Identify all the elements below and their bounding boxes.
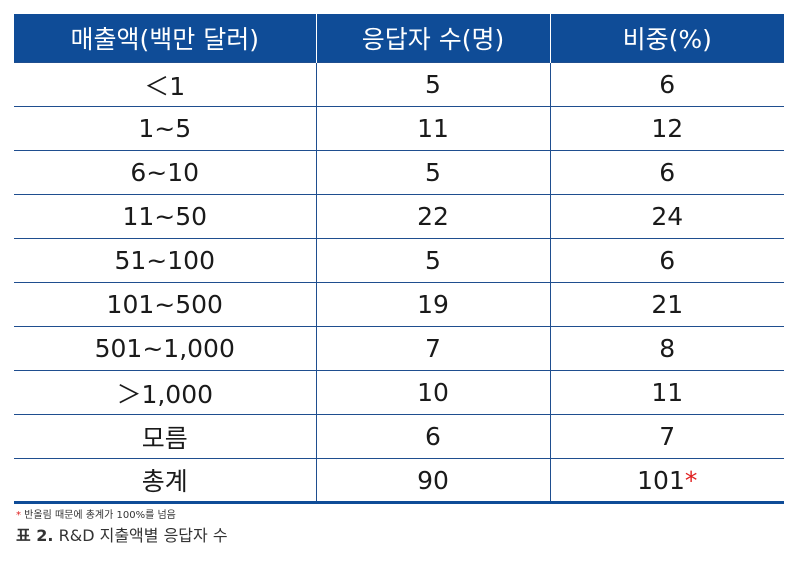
revenue-cell: 101~500 [14,282,316,327]
share-cell: 21 [549,282,784,327]
share-cell: 12 [549,106,784,151]
caption-text: R&D 지출액별 응답자 수 [53,526,228,545]
revenue-cell: 모름 [14,414,316,459]
revenue-cell: ＜1 [14,62,316,107]
revenue-cell: 51~100 [14,238,316,283]
header-row: 매출액(백만 달러) 응답자 수(명) 비중(%) [14,14,784,63]
respondents-cell: 7 [315,326,550,371]
caption-label: 표 2. [16,526,54,545]
table-row: ＞1,000 10 11 [14,370,784,415]
respondents-cell: 5 [315,150,550,195]
respondents-cell: 19 [315,282,550,327]
revenue-cell: 6~10 [14,150,316,195]
revenue-cell: 1~5 [14,106,316,151]
share-cell: 6 [549,150,784,195]
footnote: * 반올림 때문에 총계가 100%를 넘음 [16,506,176,521]
table-row: 101~500 19 21 [14,282,784,327]
respondents-cell: 11 [315,106,550,151]
table-row: 501~1,000 7 8 [14,326,784,371]
total-label-cell: 총계 [14,458,316,504]
total-asterisk: * [684,465,698,495]
respondents-cell: 6 [315,414,550,459]
table-row: 11~50 22 24 [14,194,784,239]
table-row: ＜1 5 6 [14,62,784,107]
respondents-cell: 5 [315,62,550,107]
table-caption: 표 2. R&D 지출액별 응답자 수 [16,522,228,546]
revenue-cell: 11~50 [14,194,316,239]
respondents-cell: 10 [315,370,550,415]
share-cell: 6 [549,238,784,283]
total-share-value: 101 [637,465,685,495]
share-cell: 11 [549,370,784,415]
revenue-cell: ＞1,000 [14,370,316,415]
table-row: 6~10 5 6 [14,150,784,195]
revenue-cell: 501~1,000 [14,326,316,371]
share-cell: 24 [549,194,784,239]
rd-respondents-table: 매출액(백만 달러) 응답자 수(명) 비중(%) ＜1 5 6 1~5 11 … [14,14,784,504]
header-share: 비중(%) [549,14,784,63]
respondents-cell: 5 [315,238,550,283]
share-cell: 8 [549,326,784,371]
total-respondents-cell: 90 [315,458,550,504]
header-revenue: 매출액(백만 달러) [14,14,316,63]
table-row: 1~5 11 12 [14,106,784,151]
table-row: 51~100 5 6 [14,238,784,283]
footnote-star: * [16,510,21,521]
total-share-cell: 101* [549,458,784,504]
footnote-text: 반올림 때문에 총계가 100%를 넘음 [21,510,176,521]
total-row: 총계 90 101* [14,458,784,504]
header-respondents: 응답자 수(명) [315,14,550,63]
table-row: 모름 6 7 [14,414,784,459]
share-cell: 7 [549,414,784,459]
respondents-cell: 22 [315,194,550,239]
share-cell: 6 [549,62,784,107]
